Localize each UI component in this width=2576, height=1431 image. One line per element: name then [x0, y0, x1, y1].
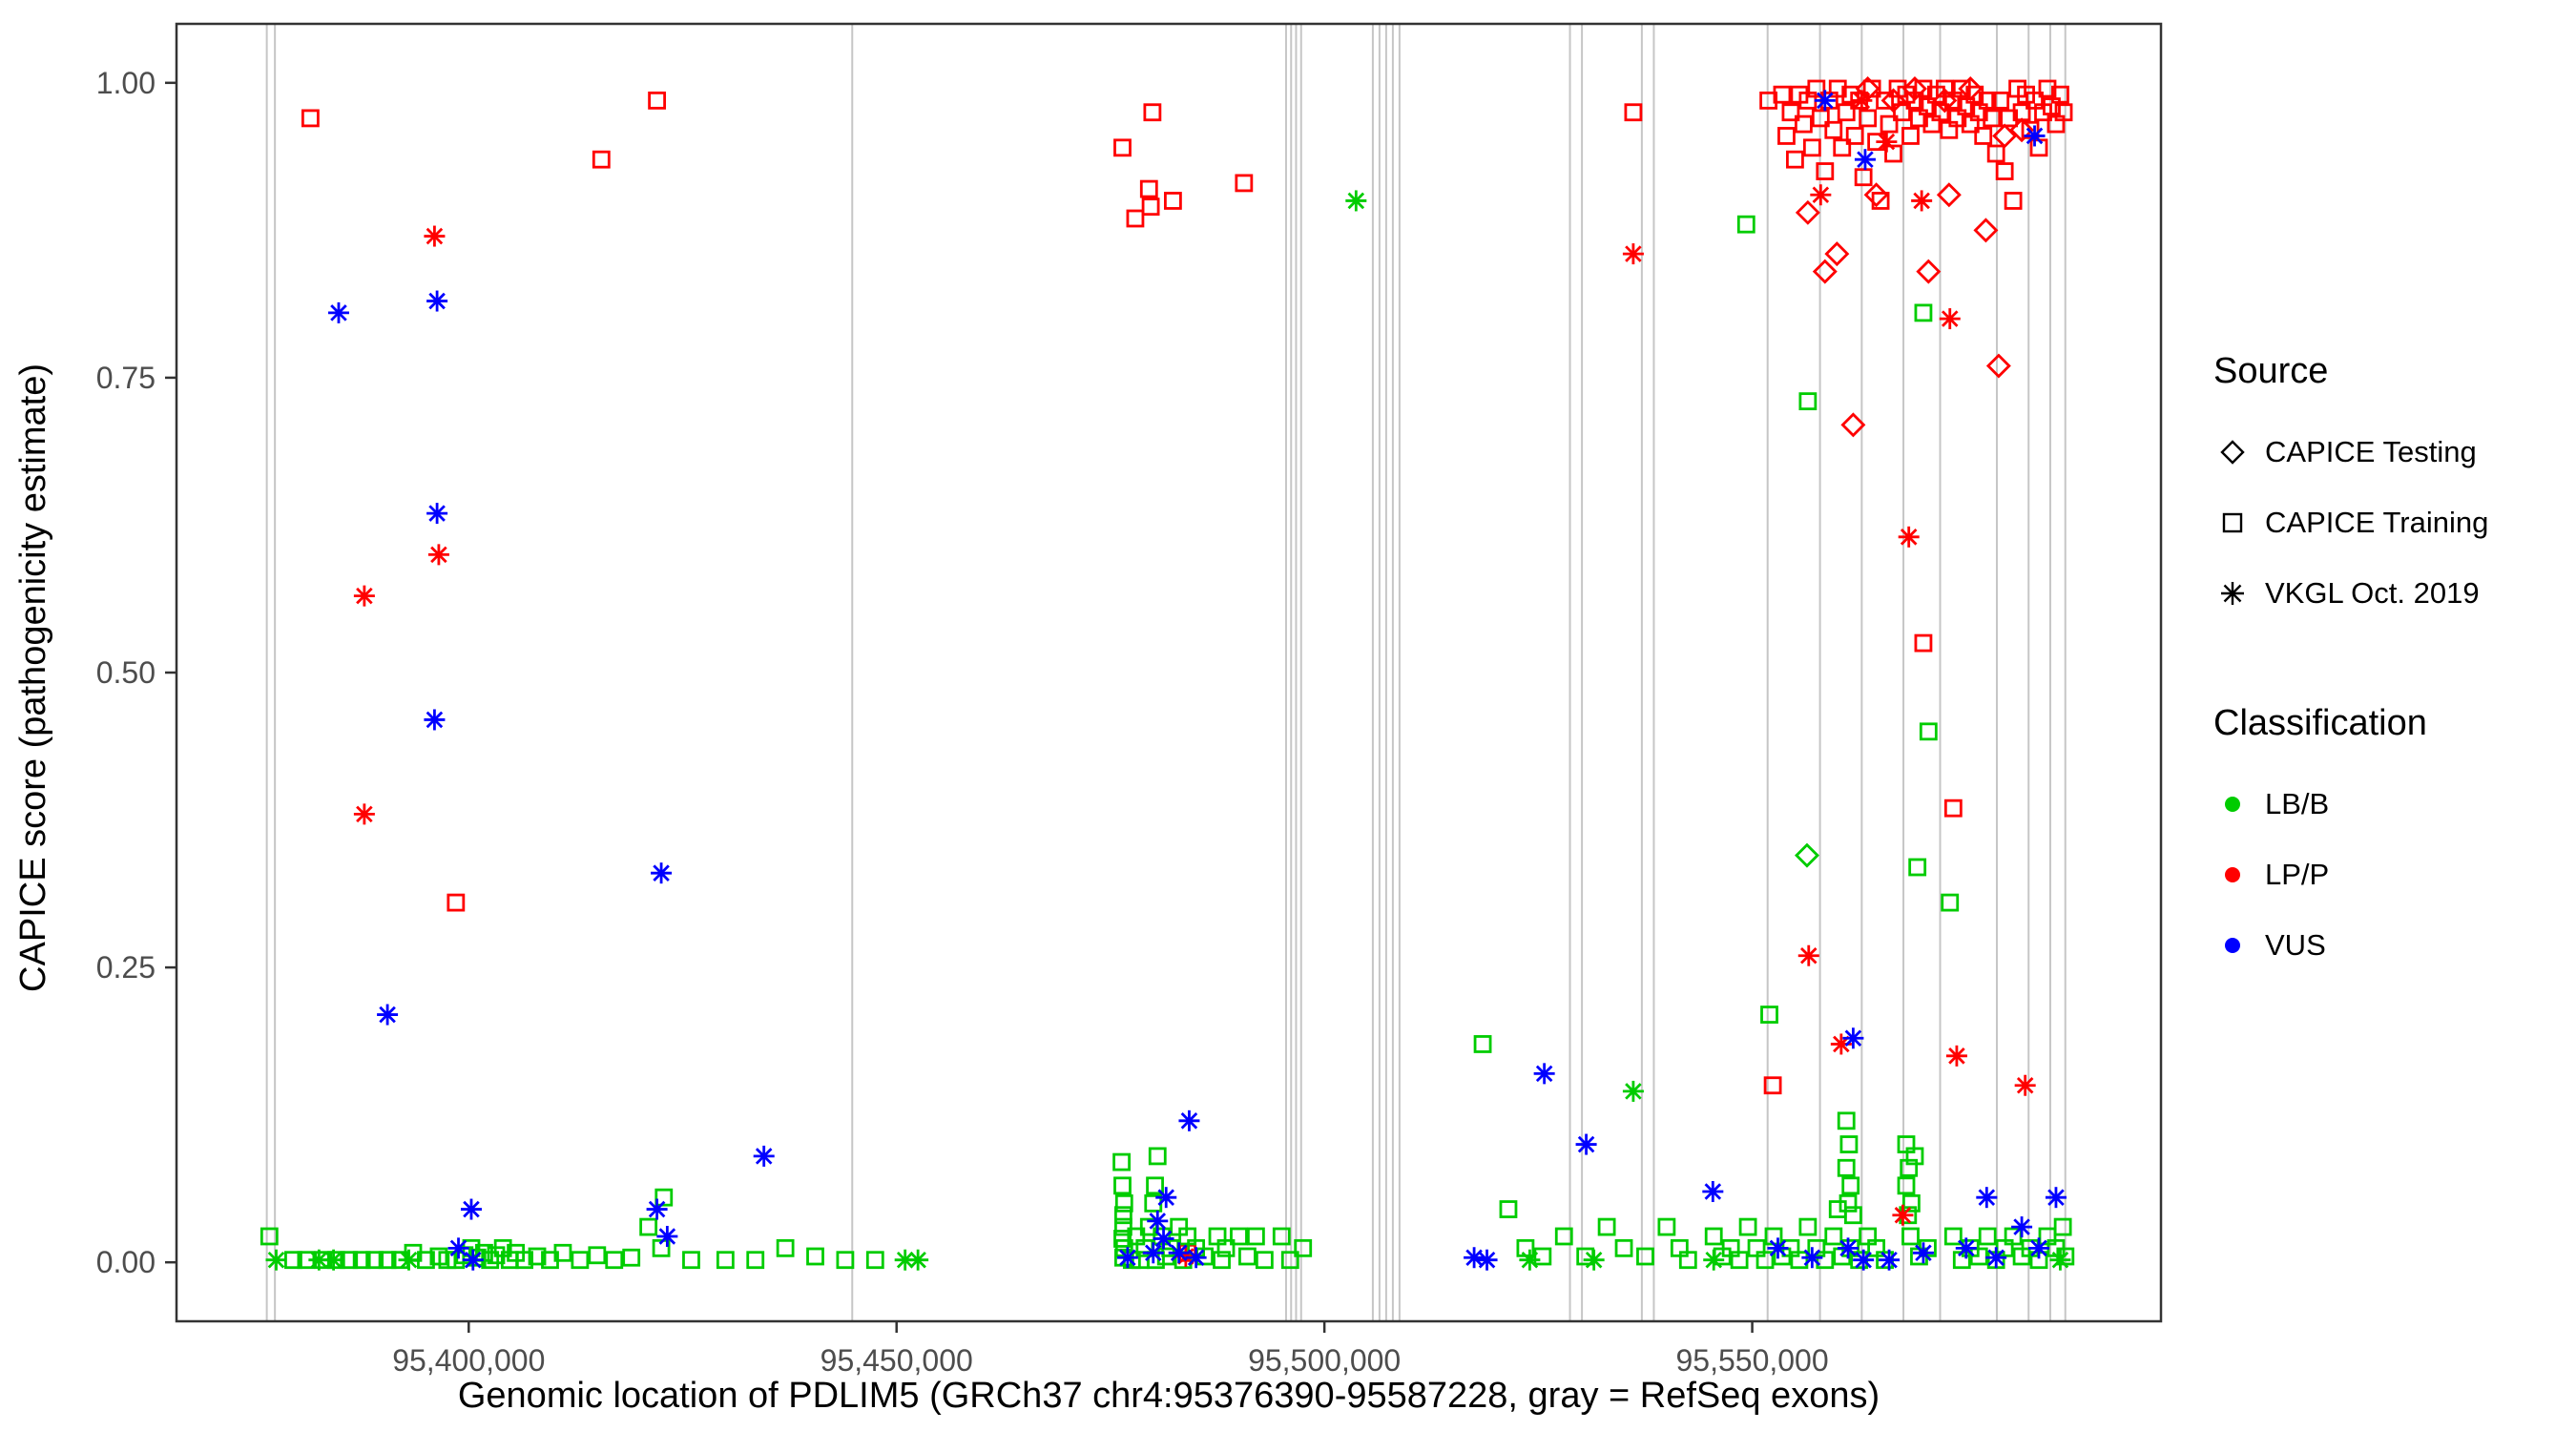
red-dot-icon — [2213, 861, 2252, 889]
legend-label: LP/P — [2265, 858, 2330, 891]
svg-text:95,450,000: 95,450,000 — [821, 1343, 973, 1378]
legend-item-vkgl: VKGL Oct. 2019 — [2213, 558, 2488, 629]
y-axis-title: CAPICE score (pathogenicity estimate) — [13, 363, 53, 992]
svg-text:1.00: 1.00 — [96, 66, 156, 100]
svg-text:0.75: 0.75 — [96, 361, 156, 395]
legend: Source CAPICE Testing CAPICE Training — [2213, 351, 2488, 981]
legend-label: CAPICE Training — [2265, 506, 2489, 539]
legend-item-capice-testing: CAPICE Testing — [2213, 417, 2488, 487]
y-axis-title-wrap: CAPICE score (pathogenicity estimate) — [13, 0, 54, 1355]
legend-label: CAPICE Testing — [2265, 435, 2477, 468]
diamond-icon — [2213, 438, 2252, 467]
svg-text:95,550,000: 95,550,000 — [1675, 1343, 1828, 1378]
svg-text:95,400,000: 95,400,000 — [392, 1343, 545, 1378]
legend-item-lbb: LB/B — [2213, 769, 2488, 840]
square-icon — [2213, 508, 2252, 537]
svg-text:0.00: 0.00 — [96, 1245, 156, 1279]
asterisk-icon — [2213, 579, 2252, 608]
legend-label: VKGL Oct. 2019 — [2265, 576, 2480, 610]
panel-border — [175, 22, 2163, 1323]
blue-dot-icon — [2213, 931, 2252, 960]
svg-text:95,500,000: 95,500,000 — [1248, 1343, 1401, 1378]
data-points — [260, 76, 2075, 1271]
refseq-exon-lines — [265, 24, 2067, 1321]
legend-classification-title: Classification — [2213, 703, 2427, 743]
legend-item-capice-training: CAPICE Training — [2213, 487, 2488, 558]
svg-text:0.50: 0.50 — [96, 655, 156, 690]
axis-ticks: 95,400,000 95,450,000 95,500,000 95,550,000… — [96, 66, 1829, 1378]
legend-gap — [2213, 629, 2488, 703]
legend-label: VUS — [2265, 928, 2326, 962]
legend-item-vus: VUS — [2213, 910, 2488, 981]
legend-label: LB/B — [2265, 787, 2330, 820]
green-dot-icon — [2213, 790, 2252, 819]
legend-source-title: Source — [2213, 351, 2329, 391]
svg-text:0.25: 0.25 — [96, 950, 156, 985]
x-axis-title: Genomic location of PDLIM5 (GRCh37 chr4:… — [457, 1376, 1880, 1416]
legend-item-lpp: LP/P — [2213, 840, 2488, 910]
